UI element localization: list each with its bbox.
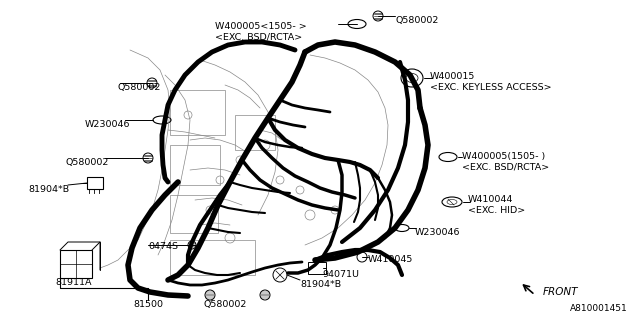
Text: W410045: W410045 — [368, 255, 413, 264]
Text: 81500: 81500 — [133, 300, 163, 309]
Text: Q580002: Q580002 — [204, 300, 246, 309]
Text: Q580002: Q580002 — [118, 83, 161, 92]
Text: A810001451: A810001451 — [570, 304, 628, 313]
Bar — [170, 240, 255, 275]
Text: W400015: W400015 — [430, 72, 476, 81]
Text: W230046: W230046 — [415, 228, 461, 237]
Text: 81904*B: 81904*B — [300, 280, 341, 289]
Text: <EXC. BSD/RCTA>: <EXC. BSD/RCTA> — [462, 163, 549, 172]
Text: <EXC. HID>: <EXC. HID> — [468, 206, 525, 215]
Text: 81911A: 81911A — [55, 278, 92, 287]
Bar — [170, 90, 225, 135]
Text: Q580002: Q580002 — [395, 16, 438, 25]
Text: W230046: W230046 — [85, 120, 131, 129]
Text: 94071U: 94071U — [322, 270, 359, 279]
Text: Q580002: Q580002 — [65, 158, 108, 167]
Bar — [235, 115, 275, 150]
Text: <EXC. BSD/RCTA>: <EXC. BSD/RCTA> — [215, 33, 302, 42]
Text: W400005<1505- >: W400005<1505- > — [215, 22, 307, 31]
Bar — [170, 195, 218, 233]
Text: <EXC. KEYLESS ACCESS>: <EXC. KEYLESS ACCESS> — [430, 83, 552, 92]
Bar — [308, 262, 326, 274]
Bar — [60, 250, 92, 278]
Text: 0474S: 0474S — [148, 242, 178, 251]
Text: FRONT: FRONT — [543, 287, 579, 297]
Text: 81904*B: 81904*B — [28, 185, 69, 194]
Text: W400005(1505- ): W400005(1505- ) — [462, 152, 545, 161]
Bar — [170, 145, 220, 185]
Text: W410044: W410044 — [468, 195, 513, 204]
Bar — [87, 177, 103, 189]
